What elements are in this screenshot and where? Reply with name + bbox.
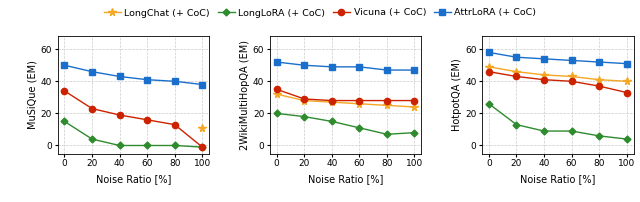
Y-axis label: MuSiQue (EM): MuSiQue (EM)	[28, 61, 38, 129]
X-axis label: Noise Ratio [%]: Noise Ratio [%]	[96, 174, 171, 184]
Y-axis label: HotpotQA (EM): HotpotQA (EM)	[452, 59, 462, 131]
X-axis label: Noise Ratio [%]: Noise Ratio [%]	[520, 174, 595, 184]
X-axis label: Noise Ratio [%]: Noise Ratio [%]	[308, 174, 383, 184]
Legend: LongChat (+ CoC), LongLoRA (+ CoC), Vicuna (+ CoC), AttrLoRA (+ CoC): LongChat (+ CoC), LongLoRA (+ CoC), Vicu…	[100, 5, 540, 21]
Y-axis label: 2WikiMultiHopQA (EM): 2WikiMultiHopQA (EM)	[240, 40, 250, 150]
